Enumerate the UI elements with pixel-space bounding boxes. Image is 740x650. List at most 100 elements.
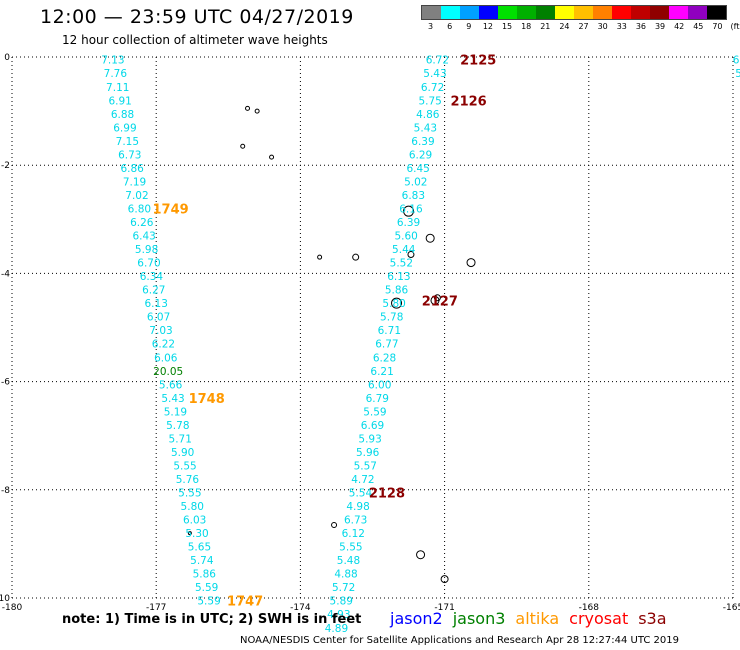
scale-swatch	[631, 6, 650, 19]
swh-value-label: 6.86	[120, 163, 144, 175]
swh-value-label: 5.55	[339, 542, 362, 554]
y-tick-label: -6	[1, 378, 10, 388]
scale-swatch	[593, 6, 612, 19]
chart-title: 12:00 — 23:59 UTC 04/27/2019	[40, 6, 354, 28]
scale-tick-label: 45	[693, 22, 704, 31]
swh-value-label: 5.86	[193, 569, 217, 581]
pass-time-label: 1747	[227, 595, 263, 610]
swh-value-label: 5.55	[173, 460, 196, 472]
swh-value-label: 7.76	[104, 68, 128, 80]
swh-value-label: 5.86	[385, 285, 409, 297]
swh-value-label: 5.78	[380, 312, 403, 324]
island-outline	[433, 294, 441, 302]
swh-value-label: 6.88	[111, 109, 134, 121]
swh-value-label: 6.12	[342, 528, 365, 540]
scale-swatch	[517, 6, 536, 19]
island-outline	[403, 205, 415, 217]
satellite-legend: jason2 jason3 altika cryosat s3a	[390, 609, 677, 628]
swh-value-label: 6.22	[152, 339, 175, 351]
scale-swatch	[555, 6, 574, 19]
swh-value-label: 5.66	[159, 379, 183, 391]
swh-value-label: 5.48	[337, 555, 360, 567]
swh-value-label: 6.73	[344, 515, 367, 527]
swh-value-label: 5.80	[181, 501, 204, 513]
swh-value-label: 5.90	[171, 447, 194, 459]
scale-swatch	[460, 6, 479, 19]
swh-value-label: 5.74	[190, 555, 214, 567]
scale-swatch	[669, 6, 688, 19]
scale-swatch	[612, 6, 631, 19]
swh-value-label: 5.98	[135, 244, 158, 256]
swh-value-label: 5.44	[392, 244, 416, 256]
swh-value-label: 7.15	[116, 136, 139, 148]
color-scale-bar	[421, 5, 727, 20]
swh-value-label: 5.59	[363, 406, 386, 418]
x-tick-label: -177	[146, 603, 166, 613]
swh-value-label: 5.59	[195, 582, 218, 594]
swh-value-label: 6.83	[402, 190, 425, 202]
swh-value-label: 5.72	[332, 582, 355, 594]
swh-value-label: 5.96	[356, 447, 380, 459]
island-outline	[254, 108, 260, 114]
swh-value-label: 5.52	[390, 258, 413, 270]
island-outline	[407, 250, 415, 258]
swh-value-label: 4.98	[346, 501, 369, 513]
swh-value-label: 6.13	[387, 271, 410, 283]
swh-value-label: 7.02	[125, 190, 148, 202]
island-outline	[391, 297, 403, 309]
swh-value-label: 4.72	[351, 474, 374, 486]
swh-value-label: 6.06	[154, 352, 178, 364]
legend-jason3: jason3	[452, 609, 506, 628]
swh-value-label: 6.71	[378, 325, 401, 337]
swh-value-label: 5.89	[330, 596, 353, 608]
swh-value-label: 6.26	[130, 217, 154, 229]
swh-value-label: 6.69	[361, 420, 384, 432]
scale-swatch	[479, 6, 498, 19]
pass-time-label: 2125	[460, 54, 496, 69]
scale-tick-label: 70	[712, 22, 723, 31]
swh-value-label: 6.39	[397, 217, 420, 229]
island-outline	[352, 253, 360, 261]
scale-tick-label: 39	[654, 22, 666, 31]
island-outline	[425, 233, 435, 243]
island-outline	[331, 521, 338, 528]
swh-value-label: 5.59	[197, 596, 220, 608]
pass-time-label: 2126	[451, 94, 487, 109]
swh-value-label: 5.43	[414, 122, 437, 134]
scale-swatch	[574, 6, 593, 19]
swh-value-label: 6.27	[142, 285, 165, 297]
scale-tick-label: 21	[540, 22, 551, 31]
chart-subtitle: 12 hour collection of altimeter wave hei…	[62, 33, 328, 47]
scale-swatch	[441, 6, 460, 19]
legend-jason2: jason2	[390, 609, 443, 628]
swh-value-label: 6.13	[145, 298, 168, 310]
swh-value-label: 6.28	[373, 352, 396, 364]
y-tick-label: -4	[1, 269, 10, 279]
pass-time-label: 2127	[422, 294, 458, 309]
swh-value-label: 5.71	[169, 433, 192, 445]
scale-tick-label: 18	[521, 22, 532, 31]
island-outline	[440, 575, 449, 584]
footer-note: note: 1) Time is in UTC; 2) SWH is in fe…	[62, 612, 362, 627]
swh-value-label: 5.65	[188, 542, 211, 554]
legend-altika: altika	[515, 609, 560, 628]
swh-value-label: 5.02	[404, 176, 427, 188]
swh-value-label: 6.39	[411, 136, 434, 148]
swh-value-label: 5.	[735, 68, 740, 80]
scale-swatch	[707, 6, 726, 19]
island-outline	[416, 550, 426, 560]
swh-value-label: 7.11	[106, 82, 129, 94]
island-outline	[187, 531, 192, 536]
swh-value-label: 5.57	[354, 460, 377, 472]
swh-value-label: 6.03	[183, 515, 206, 527]
swh-value-label: 6.29	[409, 149, 432, 161]
island-outline	[245, 105, 251, 111]
swh-value-label: 6.21	[370, 366, 393, 378]
swh-value-label: 7.03	[149, 325, 172, 337]
swh-value-label: 6.80	[128, 203, 151, 215]
swh-value-label: 6.34	[140, 271, 164, 283]
swh-value-label: 5.55	[178, 488, 201, 500]
scale-tick-label: 42	[674, 22, 685, 31]
